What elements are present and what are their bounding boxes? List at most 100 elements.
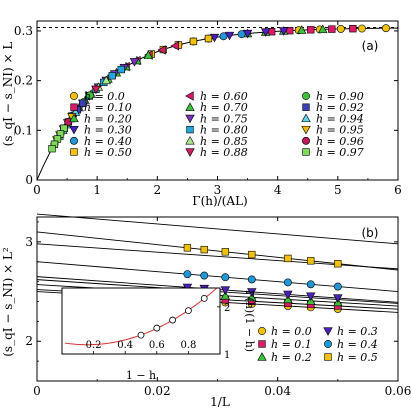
inset-point — [184, 307, 192, 315]
inset: 0.2 0.4 0.6 0.8 1 2 1 − h Γ(h)(1 − h) — [61, 287, 256, 382]
panel-a-legend-marker — [70, 136, 78, 145]
panel-a-legend-marker — [302, 136, 310, 145]
inset-axes: 0.2 0.4 0.6 0.8 1 2 — [61, 287, 230, 361]
panel-b-legend-marker — [257, 352, 267, 361]
panel-a-point — [108, 72, 116, 80]
panel-b-legend-marker — [324, 340, 332, 348]
panel-a-y-tick-label: 0 — [25, 173, 33, 187]
panel-a-point — [357, 24, 366, 33]
panel-b-legend-marker — [258, 327, 266, 335]
panel-a-legend-marker — [69, 113, 79, 123]
panel-b-fit-line — [36, 261, 399, 292]
panel-a-legend-marker — [70, 103, 78, 111]
panel-b-point — [247, 292, 257, 302]
inset-x-axis-label: 1 − h — [126, 369, 156, 382]
panel-b-y-tick-label: 3 — [25, 235, 33, 249]
panel-b-legend-label: h = 0.0 — [271, 325, 312, 338]
panel-a-y-tick-label: 0.1 — [14, 123, 33, 137]
panel-a-legend-marker — [70, 148, 78, 156]
panel-a-point — [297, 25, 307, 34]
panel-a-legend-label: h = 0.10 — [84, 101, 132, 114]
inset-x-tick-label: 0.2 — [86, 340, 102, 351]
panel-a-legend-marker — [302, 148, 310, 156]
panel-a-point — [219, 32, 228, 41]
panel-a-x-tick-label: 6 — [394, 183, 402, 197]
panel-b-x-tick-label: 0.06 — [385, 384, 411, 398]
panel-b-x-tick-label: 0.02 — [144, 384, 171, 398]
panel-b-fit-line — [36, 231, 399, 271]
inset-background — [62, 288, 220, 354]
panel-a-point — [189, 37, 198, 46]
panel-b-x-tick-label: 0.04 — [264, 384, 291, 398]
panel-b-x-axis-label: 1/L — [210, 395, 230, 409]
inset-y-tick-label: 2 — [224, 303, 230, 314]
panel-a-point — [129, 58, 140, 67]
panel-b-label: (b) — [362, 226, 379, 240]
panel-a-point — [260, 28, 271, 37]
panel-b-point — [183, 270, 192, 279]
panel-b-axes: 0 0.02 0.04 0.06 2 3 — [25, 216, 411, 398]
inset-x-tick-label: 0.6 — [149, 340, 165, 351]
panel-b-legend-marker — [324, 353, 332, 361]
inset-y-tick-label: 1 — [224, 350, 230, 361]
panel-a-x-axis-label: Γ(h)/(AL) — [192, 194, 247, 208]
panel-a-x-tick-label: 5 — [334, 183, 342, 197]
panel-a-legend-label: h = 0.88 — [200, 146, 248, 159]
panel-a-legend-marker — [185, 148, 195, 157]
panel-b-point — [200, 245, 208, 254]
panel-b-point — [306, 292, 316, 301]
panel-a-legend-marker — [301, 125, 311, 135]
panel-b-legend-marker — [323, 327, 333, 336]
panel-a-legend-label: h = 0.30 — [84, 124, 132, 137]
panel-b-point — [220, 291, 231, 300]
panel-b-legend-label: h = 0.5 — [337, 351, 378, 364]
panel-a-legend-label: h = 0.40 — [84, 135, 132, 148]
panel-a-legend-marker — [301, 113, 311, 123]
panel-a-legend-marker — [185, 114, 195, 124]
panel-a-legend-label: h = 0.90 — [316, 90, 364, 103]
inset-x-tick-label: 0.4 — [117, 340, 133, 351]
panel-a-point — [307, 26, 315, 34]
panel-a-legend-label: h = 0.97 — [316, 146, 364, 159]
panel-a-legend: h = 0.0h = 0.10h = 0.20h = 0.30h = 0.40h… — [69, 90, 364, 159]
panel-b-legend-marker — [258, 340, 266, 348]
inset-markers — [137, 294, 208, 339]
panel-a-legend-label: h = 0.80 — [200, 124, 248, 137]
panel-b-fit-line — [36, 213, 399, 245]
panel-a-axes: 0 1 2 3 4 5 6 0 0.1 0.2 0.3 — [14, 20, 402, 197]
panel-a-point — [382, 24, 390, 33]
panel-a-legend-label: h = 0.0 — [84, 90, 125, 103]
panel-a-point — [318, 24, 328, 34]
panel-a-legend-label: h = 0.95 — [316, 124, 364, 137]
panel-a-point — [278, 27, 289, 36]
panel-b-point — [306, 280, 315, 289]
panel-a-point — [328, 25, 336, 33]
panel-a-legend-marker — [185, 102, 195, 111]
panel-a-legend-label: h = 0.94 — [316, 112, 364, 125]
panel-a-legend-label: h = 0.85 — [200, 135, 248, 148]
panel-b-legend-label: h = 0.2 — [271, 351, 312, 364]
panel-a: h = 0.0h = 0.10h = 0.20h = 0.30h = 0.40h… — [1, 20, 402, 208]
inset-frame — [61, 287, 221, 355]
inset-x-tick-label: 0.8 — [180, 340, 196, 351]
panel-b-x-tick-label: 0 — [33, 384, 41, 398]
panel-b-y-tick-label: 2 — [25, 334, 33, 348]
panel-a-legend-label: h = 0.50 — [84, 146, 132, 159]
inset-point — [169, 316, 177, 324]
panel-b-legend-label: h = 0.3 — [337, 325, 378, 338]
panel-a-point — [349, 25, 357, 33]
panel-b-point — [334, 260, 342, 268]
panel-a-point — [86, 91, 94, 100]
panel-a-legend-marker — [70, 92, 78, 100]
panel-a-legend-label: h = 0.20 — [84, 112, 132, 125]
panel-b-fit-line — [36, 243, 399, 270]
panel-b-point — [200, 271, 209, 280]
panel-a-point — [117, 65, 125, 74]
panel-a-legend-marker — [186, 125, 194, 134]
panel-a-legend-marker — [302, 103, 310, 111]
panel-b-y-axis-label: (s_qI − s_NI) × L² — [1, 247, 15, 357]
inset-y-axis-label: Γ(h)(1 − h) — [243, 290, 256, 352]
panel-a-legend-marker — [69, 125, 79, 135]
panel-b-markers — [182, 244, 343, 313]
